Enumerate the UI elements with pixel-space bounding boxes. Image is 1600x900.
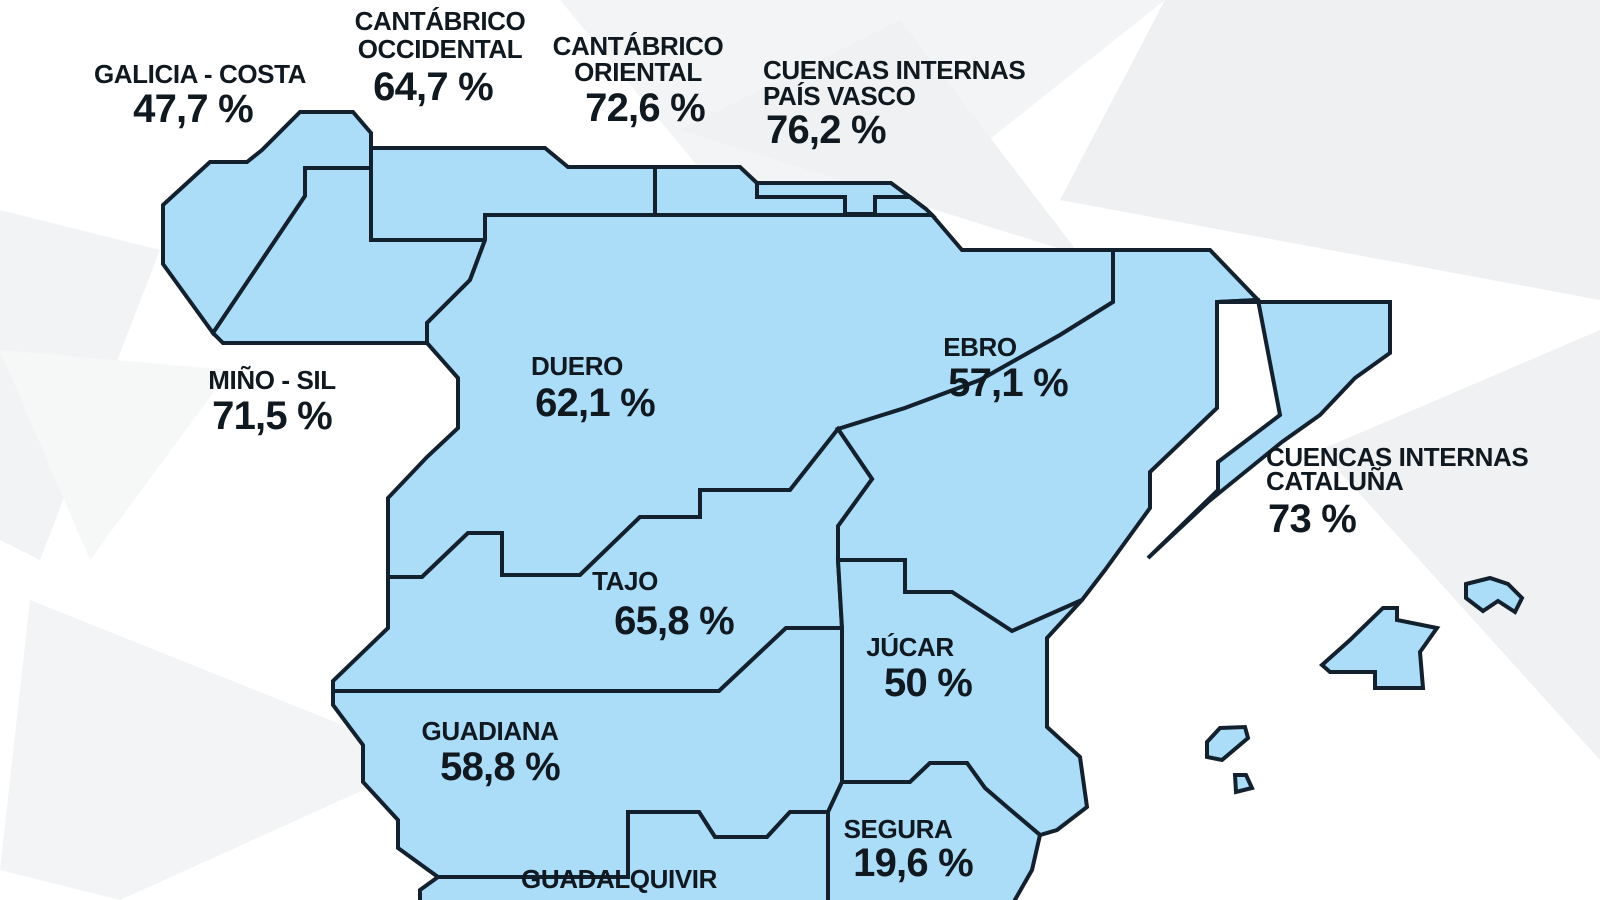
value-jucar: 50 % [884, 661, 972, 705]
value-segura: 19,6 % [853, 841, 973, 885]
label-galicia-costa: GALICIA - COSTA [94, 59, 307, 89]
label-cantabrico-oriental: ORIENTAL [574, 57, 702, 87]
value-mino-sil: 71,5 % [212, 394, 332, 438]
value-cuencas-internas-cataluna: 73 % [1268, 497, 1356, 541]
value-cuencas-internas-pais-vasco: 76,2 % [766, 108, 886, 152]
label-segura: SEGURA [844, 814, 953, 844]
label-cuencas-internas-pais-vasco: PAÍS VASCO [763, 81, 916, 111]
label-guadalquivir: GUADALQUIVIR [521, 864, 718, 894]
value-ebro: 57,1 % [948, 361, 1068, 405]
island-formentera [1232, 773, 1255, 795]
island-ibiza [1205, 724, 1251, 763]
label-tajo: TAJO [592, 566, 658, 596]
background-wedge [1320, 330, 1600, 760]
value-duero: 62,1 % [535, 381, 655, 425]
label-cantabrico-occidental: CANTÁBRICO [355, 6, 526, 36]
label-cantabrico-oriental: CANTÁBRICO [553, 31, 724, 61]
value-galicia-costa: 47,7 % [133, 87, 253, 131]
label-cuencas-internas-pais-vasco: CUENCAS INTERNAS [763, 55, 1025, 85]
label-guadiana: GUADIANA [422, 716, 560, 746]
value-tajo: 65,8 % [614, 599, 734, 643]
value-cantabrico-occidental: 64,7 % [373, 65, 493, 109]
value-cantabrico-oriental: 72,6 % [585, 86, 705, 130]
regions [161, 110, 1392, 900]
label-cuencas-internas-cataluna: CUENCAS INTERNAS [1266, 442, 1528, 472]
islands [1205, 575, 1525, 795]
value-guadiana: 58,8 % [440, 745, 560, 789]
background-wedge [0, 600, 430, 900]
region-guadalquivir [418, 810, 830, 900]
region-cuencas-internas-cataluna [1146, 297, 1392, 560]
label-ebro: EBRO [943, 332, 1017, 362]
region-labels: GALICIA - COSTA 47,7 % CANTÁBRICO OCCIDE… [94, 6, 1529, 894]
island-mallorca [1318, 606, 1441, 690]
background-wedge [680, 20, 1080, 255]
island-menorca [1464, 575, 1525, 615]
label-cantabrico-occidental: OCCIDENTAL [358, 34, 523, 64]
background-wedge [1060, 0, 1600, 300]
label-cuencas-internas-cataluna: CATALUÑA [1266, 466, 1404, 496]
label-duero: DUERO [531, 351, 623, 381]
label-mino-sil: MIÑO - SIL [208, 365, 336, 395]
label-jucar: JÚCAR [866, 632, 954, 662]
background-wedge [0, 350, 230, 560]
